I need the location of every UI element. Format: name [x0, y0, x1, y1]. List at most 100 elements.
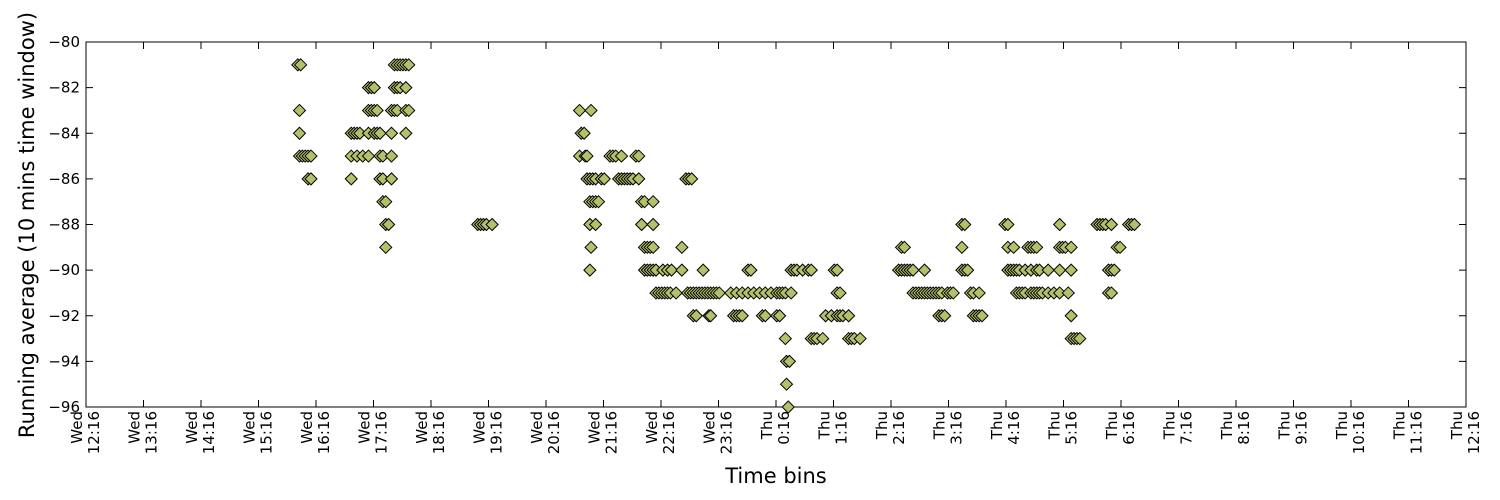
x-tick-label: Thu6:16	[1103, 411, 1138, 445]
data-point	[946, 286, 960, 300]
x-tick-label: Thu3:16	[931, 411, 966, 445]
x-tick-label: Wed16:16	[298, 411, 333, 454]
x-tick-label: Wed23:16	[701, 411, 736, 454]
y-axis-title: Running average (10 mins time window)	[15, 12, 39, 438]
data-point	[614, 149, 629, 163]
data-point	[379, 240, 393, 255]
data-point	[399, 80, 413, 95]
data-point	[830, 263, 844, 277]
data-point	[669, 286, 683, 300]
data-point	[804, 263, 818, 277]
data-point	[853, 331, 867, 346]
data-point	[632, 172, 646, 186]
data-point	[580, 149, 594, 163]
data-point	[1127, 217, 1142, 232]
data-points	[291, 58, 1142, 414]
y-tick-label: −84	[48, 124, 80, 142]
data-point	[1061, 286, 1075, 300]
data-point	[778, 331, 793, 346]
data-point	[958, 217, 972, 232]
x-tick-label: Thu1:16	[816, 411, 851, 445]
data-point	[1073, 331, 1087, 346]
x-tick-label: Wed20:16	[528, 411, 563, 454]
y-tick-label: −82	[48, 79, 80, 97]
data-point	[684, 172, 699, 186]
data-point	[292, 126, 307, 140]
data-point	[1006, 240, 1021, 255]
data-point	[897, 240, 912, 255]
data-point	[782, 354, 797, 369]
data-point	[583, 263, 597, 277]
x-tick-label: Wed12:16	[68, 411, 103, 454]
data-point	[584, 240, 598, 255]
data-point	[384, 149, 399, 163]
data-point	[772, 309, 787, 323]
data-point	[304, 172, 318, 186]
plot-frame	[85, 41, 1467, 408]
data-point	[675, 263, 689, 277]
y-tick-label: −96	[48, 398, 80, 416]
data-point	[917, 263, 932, 277]
data-point	[689, 309, 703, 323]
y-axis-ticks: −80 −82 −84 −86 −88 −90 −92 −94 −96	[48, 33, 1466, 416]
x-tick-label: Thu11:16	[1391, 411, 1426, 454]
data-point	[1041, 263, 1055, 277]
x-tick-label: Thu10:16	[1333, 411, 1368, 454]
x-tick-label: Wed19:16	[471, 411, 506, 454]
data-point	[485, 217, 499, 232]
x-tick-label: Wed17:16	[356, 411, 391, 454]
data-point	[735, 309, 749, 323]
data-point	[703, 309, 718, 323]
data-point	[591, 194, 606, 209]
y-tick-label: −88	[48, 216, 80, 234]
data-point	[646, 217, 660, 232]
data-point	[584, 103, 598, 118]
x-tick-label: Thu7:16	[1161, 411, 1196, 445]
data-point	[1064, 263, 1078, 277]
data-point	[367, 80, 381, 95]
data-point	[841, 309, 856, 323]
data-point	[344, 172, 358, 186]
x-tick-label: Thu4:16	[988, 411, 1023, 445]
data-point	[293, 58, 308, 72]
data-point	[906, 263, 920, 277]
x-tick-label: Thu12:16	[1448, 411, 1483, 454]
data-point	[937, 309, 952, 323]
data-point	[379, 194, 393, 209]
data-point	[960, 263, 975, 277]
data-point	[1001, 217, 1015, 232]
data-point	[1104, 286, 1119, 300]
data-point	[758, 309, 772, 323]
data-point	[784, 286, 798, 300]
x-tick-label: Thu9:16	[1276, 411, 1311, 445]
data-point	[744, 263, 758, 277]
data-point	[402, 58, 416, 72]
data-point	[646, 194, 660, 209]
data-point	[1113, 240, 1127, 255]
data-point	[373, 126, 387, 140]
data-point	[384, 172, 399, 186]
data-point	[816, 331, 830, 346]
data-point	[1107, 263, 1121, 277]
data-point	[597, 172, 611, 186]
x-tick-label: Wed15:16	[241, 411, 276, 454]
x-tick-label: Wed14:16	[183, 411, 218, 454]
data-point	[664, 263, 679, 277]
data-point	[399, 126, 413, 140]
x-tick-label: Wed22:16	[643, 411, 678, 454]
data-point	[1029, 240, 1044, 255]
data-point	[1052, 217, 1067, 232]
data-point	[402, 103, 416, 118]
y-tick-label: −90	[48, 261, 80, 279]
data-point	[1064, 309, 1078, 323]
data-point	[634, 217, 649, 232]
data-point	[572, 103, 587, 118]
data-point	[1052, 263, 1067, 277]
data-point	[632, 149, 646, 163]
data-point	[696, 263, 710, 277]
data-point	[675, 240, 689, 255]
data-point	[588, 217, 603, 232]
x-tick-label: Wed18:16	[413, 411, 448, 454]
x-tick-label: Wed21:16	[586, 411, 621, 454]
